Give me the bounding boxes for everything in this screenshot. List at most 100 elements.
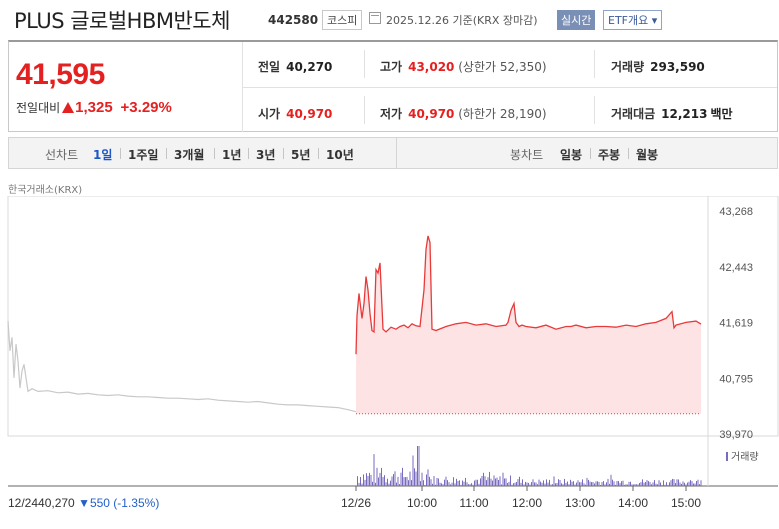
volume-bar: [634, 484, 636, 486]
volume-bar: [487, 477, 489, 486]
volume-bar: [603, 481, 604, 486]
tab-3year[interactable]: 3년: [256, 148, 276, 162]
volume-bar: [510, 475, 511, 486]
volume-bar: [633, 484, 634, 486]
tab-daily-candle[interactable]: 일봉: [560, 148, 583, 162]
volume-bar: [432, 483, 433, 486]
open-label: 시가: [258, 107, 281, 121]
volume-bar: [423, 480, 424, 486]
volume-bar: [543, 480, 544, 486]
tab-3month[interactable]: 3개월: [174, 148, 205, 162]
realtime-button[interactable]: 실시간: [557, 10, 596, 30]
volume-bar: [507, 483, 508, 486]
volume-bar: [457, 481, 459, 486]
volume-bar: [501, 484, 502, 486]
volume-bar: [390, 480, 391, 486]
open-value: 40,970: [286, 107, 333, 121]
volume-bar: [426, 474, 427, 486]
tab-separator: [318, 148, 319, 159]
volume-bar: [565, 482, 567, 486]
volume-bar: [511, 484, 513, 486]
volume-bar: [420, 481, 421, 486]
volume-bar: [583, 483, 585, 486]
volume-bar: [637, 484, 639, 486]
amount-value: 12,213: [661, 107, 708, 121]
volume-bar: [381, 467, 382, 486]
volume-bar: [528, 482, 529, 486]
volume-bar: [552, 484, 553, 486]
volume-bar: [649, 482, 651, 486]
volume-bar: [571, 481, 573, 486]
volume-bar: [639, 483, 640, 486]
tab-5year[interactable]: 5년: [291, 148, 311, 162]
volume-bar: [411, 480, 412, 486]
volume-bar: [375, 482, 376, 486]
volume-bar: [664, 484, 666, 486]
volume-bar: [513, 483, 514, 486]
volume-bar: [403, 477, 405, 486]
volume-bar: [576, 482, 577, 486]
volume-bar: [559, 480, 561, 486]
volume-bar: [453, 477, 454, 486]
volume-bar: [651, 484, 652, 486]
today-area-fill: [356, 235, 701, 414]
tab-1year[interactable]: 1년: [222, 148, 242, 162]
volume-bar: [676, 479, 678, 486]
volume-bar: [675, 483, 676, 486]
volume-bar: [366, 473, 367, 486]
tab-1week[interactable]: 1주일: [128, 148, 159, 162]
tab-10year[interactable]: 10년: [326, 148, 354, 162]
volume-bar: [400, 472, 402, 486]
change-label: 전일대비: [16, 101, 61, 115]
candle-chart-label: 봉차트: [510, 148, 544, 162]
stock-name: PLUS 글로벌HBM반도체: [14, 9, 230, 33]
volume-bar: [382, 477, 384, 486]
volume-bar: [379, 472, 381, 486]
etf-overview-dropdown[interactable]: ETF개요 ▾: [603, 10, 663, 30]
volume-bar: [495, 478, 496, 486]
prev-day-series-line: [7, 321, 357, 413]
volume-bar: [693, 483, 694, 486]
volume-bar: [573, 481, 574, 486]
volume-bar: [538, 479, 540, 486]
volume-bar: [360, 477, 361, 486]
volume-bar: [624, 484, 625, 486]
high-label: 고가: [380, 60, 403, 74]
volume-bar: [625, 484, 627, 486]
tab-separator: [166, 148, 167, 159]
volume-bar: [696, 481, 697, 486]
volume-bar: [385, 482, 387, 486]
volume-bar: [597, 481, 598, 486]
volume-bar: [421, 472, 423, 486]
volume-bar: [669, 482, 670, 486]
volume-bar: [460, 484, 462, 486]
volume-bar: [582, 479, 583, 486]
tab-1day[interactable]: 1일: [93, 148, 113, 162]
volume-bar: [516, 482, 517, 486]
volume-bar: [483, 472, 484, 486]
volume-bar: [480, 478, 481, 486]
volume-label: 거래량: [611, 60, 645, 74]
x-tick-label: 12:00: [512, 496, 542, 510]
volume-bar: [615, 484, 616, 486]
chart-source: 한국거래소(KRX): [8, 185, 83, 196]
volume-bar: [373, 454, 375, 486]
volume-bar: [567, 481, 568, 486]
volume-bar: [477, 479, 478, 486]
volume-bar: [549, 479, 550, 486]
x-tick-label: 10:00: [407, 496, 437, 510]
volume-bar: [636, 484, 637, 486]
volume-bar: [466, 482, 468, 486]
volume-bar: [427, 469, 429, 486]
volume-bar: [646, 480, 648, 486]
volume-bar: [433, 476, 435, 486]
volume-bar: [654, 480, 655, 486]
volume-bar: [454, 483, 456, 486]
volume-bar: [570, 479, 571, 486]
x-tick-label: 12/26: [341, 496, 371, 510]
volume-bar: [630, 481, 631, 486]
tab-monthly-candle[interactable]: 월봉: [636, 148, 659, 162]
volume-bar: [459, 480, 460, 486]
tab-weekly-candle[interactable]: 주봉: [598, 148, 621, 162]
volume-bar: [358, 482, 360, 486]
